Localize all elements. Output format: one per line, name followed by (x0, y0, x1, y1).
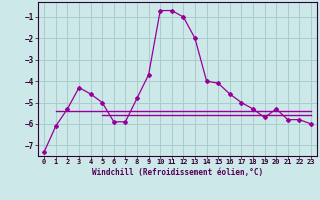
X-axis label: Windchill (Refroidissement éolien,°C): Windchill (Refroidissement éolien,°C) (92, 168, 263, 177)
